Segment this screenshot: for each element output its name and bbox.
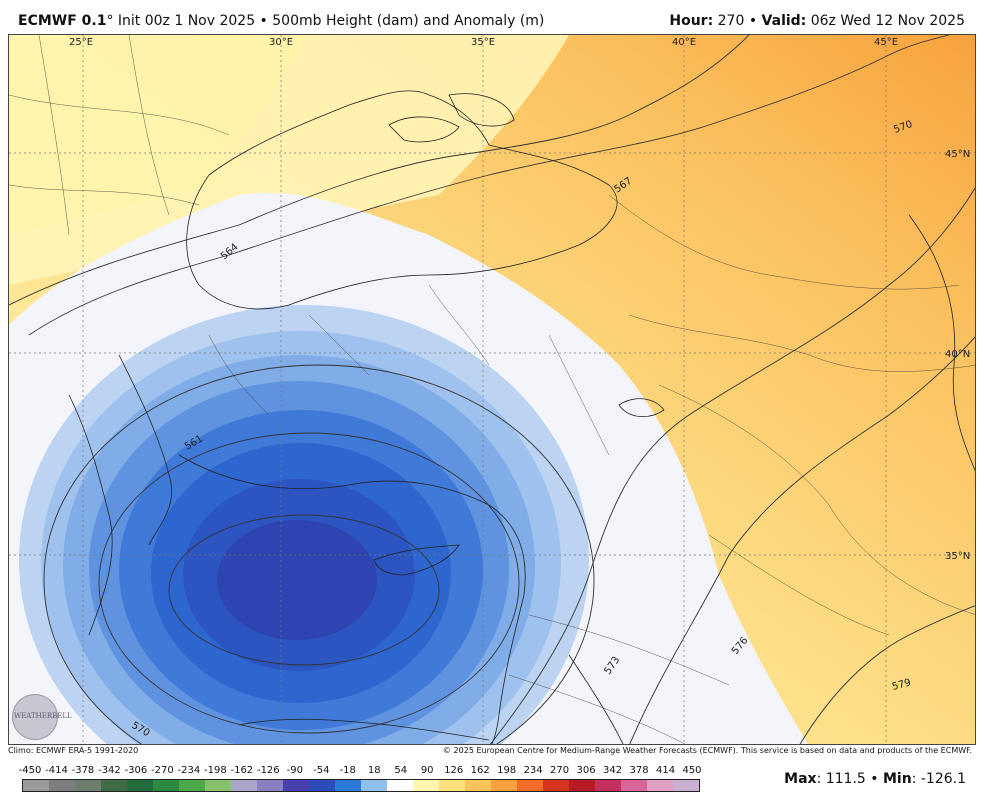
min-value: : -126.1 [911,771,966,787]
colorbar-tick-label: -342 [98,765,121,776]
height-contours [9,35,975,744]
lat-label: 45°N [945,149,970,160]
colorbar-tick-label: 54 [394,765,408,776]
forecast-map[interactable]: 564 567 570 561 573 576 579 570 25°E 30°… [8,34,976,745]
degree-symbol: ° [106,13,114,29]
separator: • [748,13,758,29]
lon-label: 25°E [69,37,93,48]
colorbar-tick-label: -378 [71,765,95,776]
valid-label: Valid: [761,13,807,29]
weatherbell-logo [12,694,58,740]
colorbar-tick-label: 90 [420,765,434,776]
colorbar-tick-label: -18 [339,765,356,776]
hour-label: Hour: [669,13,714,29]
map-canvas: 564 567 570 561 573 576 579 570 25°E 30°… [9,35,975,744]
colorbar-tick-label: -306 [124,765,148,776]
credits: Climo: ECMWF ERA-5 1991-2020 © 2025 Euro… [8,746,976,758]
hour-value: 270 [717,13,745,29]
colorbar-tick-label: 234 [523,765,543,776]
colorbar-tick-label: 198 [497,765,517,776]
political-borders [9,35,975,744]
colorbar-segment [673,780,699,791]
colorbar-segment [595,780,621,791]
colorbar-tick-label: 450 [682,765,702,776]
colorbar-segment [413,780,439,791]
colorbar [22,779,700,792]
copyright-credit: © 2025 European Centre for Medium-Range … [443,746,972,755]
lat-label: 40°N [945,349,970,360]
colorbar-segment [491,780,517,791]
colorbar-segment [283,780,309,791]
colorbar-tick-label: 378 [629,765,649,776]
colorbar-segment [517,780,543,791]
max-value: : 111.5 • [816,771,883,787]
colorbar-tick-label: -90 [286,765,303,776]
colorbar-tick-label: -270 [151,765,174,776]
colorbar-segment [49,780,75,791]
map-header: ECMWF 0.1° Init 00z 1 Nov 2025 • 500mb H… [0,0,984,34]
colorbar-segment [465,780,491,791]
colorbar-segment [75,780,101,791]
colorbar-tick-label: -126 [256,765,280,776]
climo-credit: Climo: ECMWF ERA-5 1991-2020 [8,746,139,755]
colorbar-segment [101,780,127,791]
colorbar-segment [621,780,647,791]
light-warm-band-west [9,35,309,235]
contour-label: 579 [891,677,912,693]
colorbar-tick-label: -198 [204,765,227,776]
colorbar-segment [231,780,257,791]
colorbar-tick-label: -450 [18,765,42,776]
colorbar-segment [361,780,387,791]
max-min-stats: Max: 111.5 • Min: -126.1 [784,771,966,787]
lon-label: 35°E [471,37,495,48]
lat-labels: 45°N 40°N 35°N [945,149,970,562]
colorbar-segment [23,780,49,791]
colorbar-tick-label: 414 [655,765,676,776]
lat-label: 35°N [945,551,970,562]
colorbar-segment [257,780,283,791]
init-text: Init 00z 1 Nov 2025 • 500mb Height (dam)… [117,13,545,29]
colorbar-tick-label: 18 [367,765,381,776]
colorbar-tick-label: 162 [470,765,490,776]
colorbar-tick-label: -414 [45,765,68,776]
colorbar-segment [543,780,569,791]
colorbar-segment [309,780,335,791]
coastlines [68,90,975,744]
valid-value: 06z Wed 12 Nov 2025 [810,13,965,29]
colorbar-tick-label: 306 [576,765,596,776]
colorbar-segment [153,780,179,791]
colorbar-tick-label: -54 [313,765,330,776]
anomaly-core [217,520,377,640]
colorbar-tick-label: 270 [550,765,570,776]
colorbar-segment [127,780,153,791]
logo-text: WEATHERBELL [14,712,72,720]
lon-label: 30°E [269,37,293,48]
colorbar-segment [205,780,231,791]
colorbar-tick-labels: -450 -414 -378 -342 -306 -270 -234 -198 -162 -126… [0,765,720,777]
colorbar-tick-label: -162 [230,765,254,776]
max-label: Max [784,771,817,787]
colorbar-tick-label: 342 [603,765,623,776]
colorbar-segment [335,780,361,791]
lon-label: 40°E [672,37,696,48]
colorbar-segment [647,780,673,791]
header-title: ECMWF 0.1° Init 00z 1 Nov 2025 • 500mb H… [18,13,544,29]
min-label: Min [882,771,912,787]
lon-label: 45°E [874,37,898,48]
colorbar-tick-label: -234 [177,765,201,776]
colorbar-tick-label: 126 [444,765,464,776]
graticule [9,35,975,744]
colorbar-segment [569,780,595,791]
model-name: ECMWF 0.1 [18,13,107,29]
header-valid-time: Hour: 270 • Valid: 06z Wed 12 Nov 2025 [669,13,965,29]
colorbar-segment [439,780,465,791]
lon-labels: 25°E 30°E 35°E 40°E 45°E [69,37,898,48]
colorbar-segment [179,780,205,791]
colorbar-segment [387,780,413,791]
